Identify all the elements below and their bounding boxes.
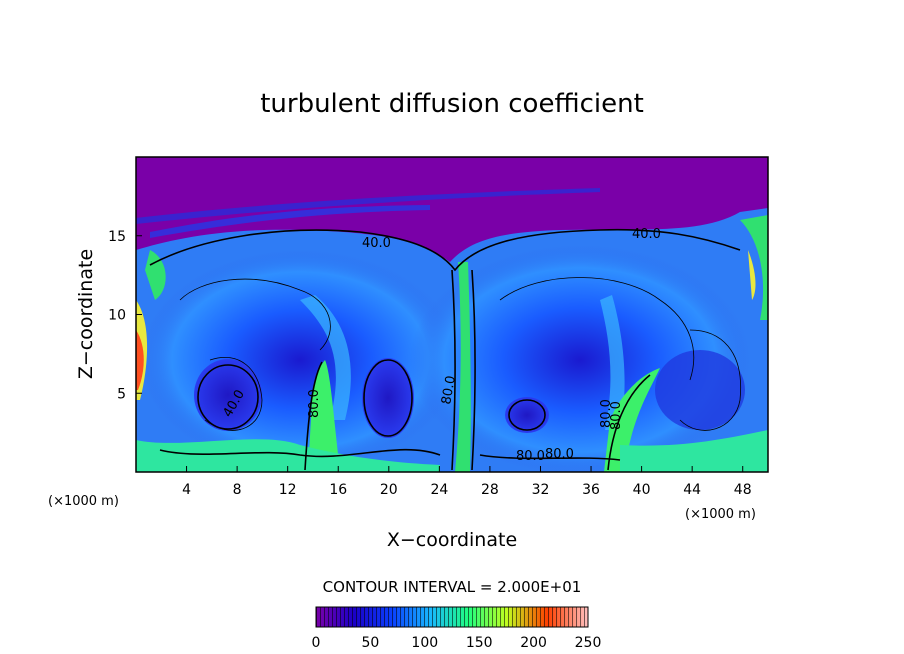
x-tick-label: 32 xyxy=(532,482,550,498)
colorbar-tick-label: 50 xyxy=(361,635,379,651)
x-axis-label: X−coordinate xyxy=(387,529,517,551)
plot-area xyxy=(136,157,768,472)
contour-label: 80.0 xyxy=(516,449,545,464)
contour-label: 40.0 xyxy=(632,227,661,242)
contour-label: 80.0 xyxy=(609,401,624,430)
colorbar: 0 50 100 150 200 250 xyxy=(312,606,602,651)
colorbar-tick-label: 150 xyxy=(466,635,493,651)
x-axis-ticks: 4 8 12 16 20 24 28 32 36 40 44 48 xyxy=(182,466,752,498)
contour-label: 80.0 xyxy=(439,375,459,406)
y-tick-label: 5 xyxy=(117,386,126,402)
x-tick-label: 28 xyxy=(481,482,499,498)
x-tick-label: 20 xyxy=(380,482,398,498)
y-axis-label: Z−coordinate xyxy=(75,249,97,379)
contour-label: 80.0 xyxy=(307,389,322,418)
x-tick-label: 40 xyxy=(633,482,651,498)
contour-label: 40.0 xyxy=(362,236,391,251)
x-tick-label: 24 xyxy=(430,482,448,498)
contour-interval-text: CONTOUR INTERVAL = 2.000E+01 xyxy=(323,578,582,596)
y-axis-ticks: 5 10 15 xyxy=(108,229,142,402)
x-tick-label: 12 xyxy=(279,482,297,498)
x-axis-unit-left: (×1000 m) xyxy=(48,494,119,509)
x-tick-label: 16 xyxy=(329,482,347,498)
x-tick-label: 36 xyxy=(582,482,600,498)
colorbar-tick-label: 200 xyxy=(520,635,547,651)
contour-labels: 40.0 40.0 40.0 80.0 80.0 80.0 80.0 80.0 … xyxy=(220,227,660,464)
x-tick-label: 44 xyxy=(683,482,701,498)
x-tick-label: 48 xyxy=(734,482,752,498)
x-axis-unit-right: (×1000 m) xyxy=(685,507,756,522)
y-tick-label: 10 xyxy=(108,308,126,324)
colorbar-tick-label: 0 xyxy=(312,635,321,651)
colorbar-tick-label: 250 xyxy=(575,635,602,651)
contour-label: 80.0 xyxy=(545,447,574,462)
colorbar-ticks: 0 50 100 150 200 250 xyxy=(312,635,602,651)
chart-title: turbulent diffusion coefficient xyxy=(260,89,644,119)
y-tick-label: 15 xyxy=(108,229,126,245)
x-tick-label: 8 xyxy=(233,482,242,498)
contour-label: 80.0 xyxy=(599,399,614,428)
colorbar-tick-label: 100 xyxy=(411,635,438,651)
x-tick-label: 4 xyxy=(182,482,191,498)
